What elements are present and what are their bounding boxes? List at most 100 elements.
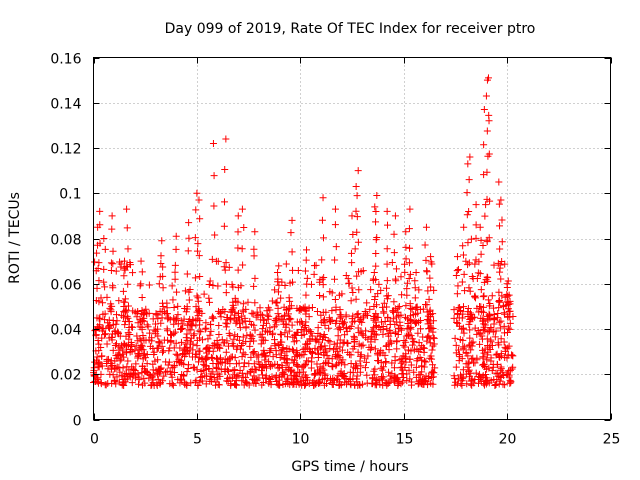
data-point xyxy=(242,323,250,331)
data-point xyxy=(411,277,419,285)
data-point xyxy=(225,329,233,337)
data-point xyxy=(239,300,247,308)
data-point xyxy=(206,344,214,352)
data-point xyxy=(128,379,136,387)
data-point xyxy=(324,337,332,345)
data-point xyxy=(91,258,99,266)
data-point xyxy=(479,242,487,250)
data-point xyxy=(418,362,426,370)
data-point xyxy=(469,354,477,362)
data-point xyxy=(383,284,391,292)
data-point xyxy=(155,280,163,288)
data-point xyxy=(465,208,473,216)
data-point xyxy=(463,211,471,219)
data-point xyxy=(139,331,147,339)
data-point xyxy=(103,293,111,301)
data-point xyxy=(106,304,114,312)
data-point xyxy=(467,346,475,354)
data-point xyxy=(130,366,138,374)
data-point xyxy=(402,255,410,263)
data-point xyxy=(472,221,480,229)
data-point xyxy=(104,365,112,373)
data-point xyxy=(393,345,401,353)
data-point xyxy=(252,313,260,321)
data-point xyxy=(170,363,178,371)
data-point xyxy=(289,346,297,354)
data-point xyxy=(496,264,504,272)
data-point xyxy=(316,368,324,376)
data-point xyxy=(187,334,195,342)
data-point xyxy=(456,335,464,343)
data-point xyxy=(123,224,131,232)
data-point xyxy=(320,274,328,282)
data-point xyxy=(160,372,168,380)
data-point xyxy=(234,244,242,252)
data-point xyxy=(505,291,513,299)
data-point xyxy=(221,359,229,367)
data-point xyxy=(231,354,239,362)
data-point xyxy=(348,259,356,267)
data-point xyxy=(274,310,282,318)
data-point xyxy=(320,366,328,374)
data-point xyxy=(181,287,189,295)
data-point xyxy=(254,351,262,359)
data-point xyxy=(351,245,359,253)
data-point xyxy=(222,319,230,327)
data-point xyxy=(426,311,434,319)
data-point xyxy=(215,331,223,339)
data-point xyxy=(344,275,352,283)
data-point xyxy=(351,317,359,325)
data-point xyxy=(460,329,468,337)
data-point xyxy=(485,234,493,242)
data-point xyxy=(113,311,121,319)
data-point xyxy=(319,308,327,316)
data-point xyxy=(145,281,153,289)
data-point xyxy=(174,311,182,319)
data-point xyxy=(415,286,423,294)
data-point xyxy=(170,344,178,352)
data-point xyxy=(313,307,321,315)
data-point xyxy=(473,274,481,282)
data-point xyxy=(138,342,146,350)
data-point xyxy=(172,232,180,240)
y-tick-label: 0 xyxy=(73,414,82,430)
data-point xyxy=(158,348,166,356)
data-point xyxy=(293,349,301,357)
data-point xyxy=(420,348,428,356)
data-point xyxy=(353,362,361,370)
data-point xyxy=(124,329,132,337)
data-point xyxy=(430,286,438,294)
data-point xyxy=(422,256,430,264)
data-point xyxy=(372,276,380,284)
data-point xyxy=(105,322,113,330)
data-point xyxy=(215,341,223,349)
data-point xyxy=(354,238,362,246)
data-point xyxy=(287,372,295,380)
data-point xyxy=(154,332,162,340)
data-point xyxy=(178,325,186,333)
data-point xyxy=(120,272,128,280)
data-point xyxy=(260,346,268,354)
data-point xyxy=(308,354,316,362)
data-point xyxy=(464,239,472,247)
data-point xyxy=(274,278,282,286)
data-point xyxy=(278,338,286,346)
data-point xyxy=(123,205,131,213)
data-point xyxy=(412,310,420,318)
data-point xyxy=(320,360,328,368)
data-point xyxy=(169,381,177,389)
data-point xyxy=(229,367,237,375)
data-point xyxy=(453,290,461,298)
data-point xyxy=(475,370,483,378)
data-point xyxy=(265,312,273,320)
data-point xyxy=(227,380,235,388)
data-point xyxy=(258,362,266,370)
data-point xyxy=(183,270,191,278)
data-point xyxy=(210,172,218,180)
data-point xyxy=(188,321,196,329)
data-point xyxy=(296,305,304,313)
data-point xyxy=(406,375,414,383)
data-point xyxy=(387,375,395,383)
data-point xyxy=(372,250,380,258)
data-point xyxy=(485,364,493,372)
